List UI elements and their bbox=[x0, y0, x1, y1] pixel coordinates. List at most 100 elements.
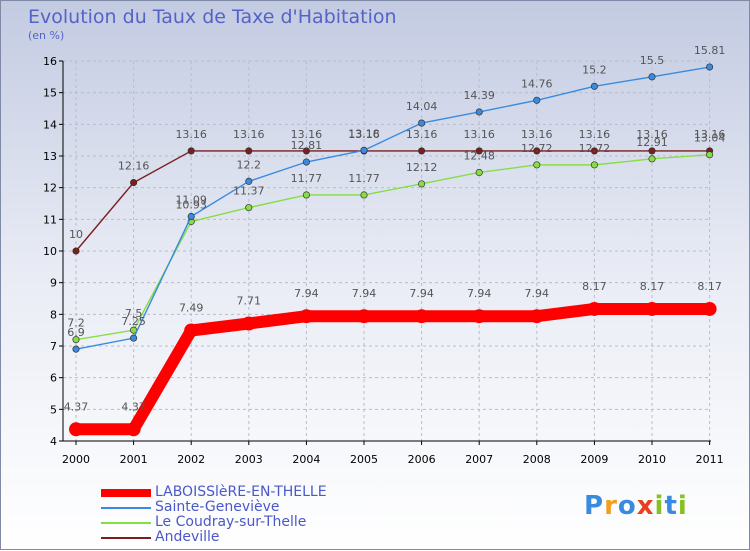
y-tick-label: 6 bbox=[50, 372, 57, 385]
data-point bbox=[299, 309, 314, 324]
data-label: 13.16 bbox=[463, 128, 495, 141]
data-label: 11.09 bbox=[175, 193, 207, 206]
legend-label: Le Coudray-sur-Thelle bbox=[155, 514, 307, 530]
legend-item: Sainte-Geneviève bbox=[101, 500, 327, 515]
x-tick-label: 2009 bbox=[580, 453, 608, 466]
data-point bbox=[706, 63, 714, 71]
chart-unit-label: (en %) bbox=[28, 29, 65, 42]
data-label: 12.91 bbox=[636, 136, 668, 149]
data-label: 7.49 bbox=[179, 301, 204, 314]
grid bbox=[63, 60, 711, 441]
data-point bbox=[72, 345, 80, 353]
legend-swatch-sainte-genevieve bbox=[101, 506, 151, 509]
data-label: 15.5 bbox=[640, 54, 665, 67]
data-label: 13.16 bbox=[175, 128, 207, 141]
data-point bbox=[587, 301, 602, 316]
y-tick-label: 12 bbox=[43, 182, 57, 195]
data-point bbox=[533, 147, 541, 155]
data-label: 15.81 bbox=[694, 44, 726, 57]
data-label: 6.9 bbox=[67, 326, 85, 339]
legend-swatch-le-coudray bbox=[101, 521, 151, 524]
data-point bbox=[187, 147, 195, 155]
data-point bbox=[529, 309, 544, 324]
data-label: 13.16 bbox=[406, 128, 438, 141]
x-tick-label: 2001 bbox=[120, 453, 148, 466]
y-tick-label: 8 bbox=[50, 308, 57, 321]
data-point bbox=[645, 301, 659, 316]
y-tick-label: 13 bbox=[43, 150, 57, 163]
data-point bbox=[130, 334, 138, 342]
legend-item: Andeville bbox=[101, 530, 327, 545]
data-point bbox=[184, 323, 199, 338]
data-point bbox=[357, 309, 371, 324]
data-point bbox=[648, 147, 656, 155]
series-line bbox=[75, 66, 711, 350]
legend-item: Le Coudray-sur-Thelle bbox=[101, 515, 327, 530]
data-point bbox=[130, 179, 138, 187]
data-point bbox=[72, 336, 80, 344]
data-label: 4.37 bbox=[64, 400, 89, 413]
data-label: 12.16 bbox=[118, 160, 150, 173]
y-tick-label: 5 bbox=[50, 403, 57, 416]
data-label: 12.81 bbox=[291, 139, 323, 152]
data-point bbox=[418, 119, 426, 127]
y-tick-label: 10 bbox=[43, 245, 57, 258]
data-label: 13.16 bbox=[521, 128, 553, 141]
data-point bbox=[590, 82, 598, 90]
legend-label: LABOISSlèRE-EN-THELLE bbox=[155, 484, 327, 500]
data-label: 7.2 bbox=[67, 317, 85, 330]
data-label: 7.25 bbox=[121, 315, 146, 328]
data-point bbox=[302, 158, 310, 166]
data-point bbox=[360, 191, 368, 199]
data-label: 7.94 bbox=[409, 287, 434, 300]
axes: 4 5 6 7 8 9 10 11 12 13 14 15 16 2000 2001 2002 2003 2004… bbox=[43, 55, 724, 466]
data-point bbox=[69, 422, 83, 437]
data-point bbox=[245, 177, 253, 185]
data-point bbox=[187, 212, 195, 221]
legend: LABOISSlèRE-EN-THELLE Sainte-Geneviève L… bbox=[101, 485, 327, 545]
data-label: 12.72 bbox=[521, 142, 553, 155]
legend-item: LABOISSlèRE-EN-THELLE bbox=[101, 485, 327, 500]
data-label: 13.16 bbox=[636, 128, 668, 141]
data-label: 7.94 bbox=[294, 287, 319, 300]
data-label: 13.16 bbox=[694, 128, 726, 141]
data-label: 11.37 bbox=[233, 185, 265, 198]
data-point bbox=[648, 155, 656, 163]
data-point bbox=[472, 309, 487, 324]
x-tick-label: 2000 bbox=[62, 453, 90, 466]
data-point bbox=[418, 180, 426, 188]
data-point bbox=[475, 168, 483, 177]
data-point bbox=[418, 147, 426, 155]
data-label: 15.2 bbox=[582, 63, 607, 76]
data-point bbox=[245, 204, 253, 212]
y-tick-label: 11 bbox=[43, 213, 57, 226]
data-label: 13.16 bbox=[579, 128, 611, 141]
y-tick-label: 9 bbox=[50, 277, 57, 290]
legend-swatch-laboissiere bbox=[101, 488, 151, 497]
data-point bbox=[702, 301, 717, 316]
data-label: 13.16 bbox=[291, 128, 323, 141]
data-label: 10.93 bbox=[175, 199, 207, 212]
data-label: 4.37 bbox=[121, 400, 146, 413]
data-label: 8.17 bbox=[640, 280, 665, 293]
data-point bbox=[706, 151, 714, 159]
data-label: 8.17 bbox=[582, 280, 607, 293]
data-label: 8.17 bbox=[697, 280, 722, 293]
data-point bbox=[126, 422, 141, 437]
x-tick-label: 2010 bbox=[638, 453, 666, 466]
series-line bbox=[75, 150, 711, 252]
data-point bbox=[72, 247, 80, 255]
series-line bbox=[70, 302, 716, 436]
data-label: 13.16 bbox=[348, 128, 380, 141]
data-point bbox=[648, 73, 656, 81]
data-label: 14.04 bbox=[406, 100, 438, 113]
data-labels: 4.37 4.37 7.49 7.71 7.94 7.94 7.94 7.94 7.94 8.17… bbox=[64, 44, 726, 413]
data-point bbox=[475, 147, 483, 155]
data-point bbox=[590, 161, 598, 169]
data-label: 14.76 bbox=[521, 77, 553, 90]
y-tick-label: 15 bbox=[43, 87, 57, 100]
data-label: 7.71 bbox=[237, 295, 262, 308]
data-label: 13.04 bbox=[694, 132, 726, 145]
